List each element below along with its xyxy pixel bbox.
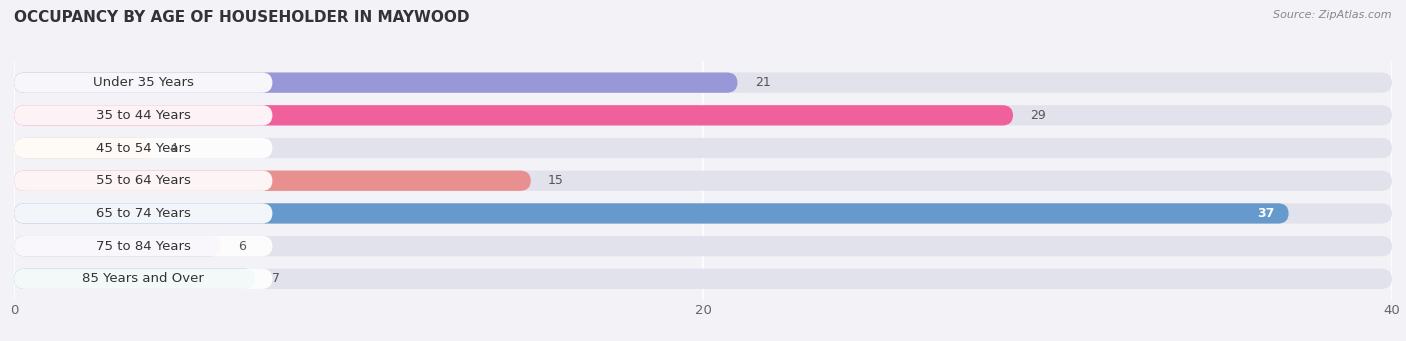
- FancyBboxPatch shape: [14, 269, 256, 289]
- Text: 7: 7: [273, 272, 280, 285]
- FancyBboxPatch shape: [14, 236, 1392, 256]
- Text: 37: 37: [1257, 207, 1275, 220]
- Text: 75 to 84 Years: 75 to 84 Years: [96, 240, 191, 253]
- Text: 65 to 74 Years: 65 to 74 Years: [96, 207, 191, 220]
- FancyBboxPatch shape: [14, 170, 273, 191]
- FancyBboxPatch shape: [14, 236, 221, 256]
- Text: 29: 29: [1031, 109, 1046, 122]
- FancyBboxPatch shape: [14, 203, 1392, 224]
- Text: 55 to 64 Years: 55 to 64 Years: [96, 174, 191, 187]
- Text: 6: 6: [238, 240, 246, 253]
- FancyBboxPatch shape: [14, 138, 1392, 158]
- FancyBboxPatch shape: [14, 73, 738, 93]
- FancyBboxPatch shape: [14, 73, 273, 93]
- FancyBboxPatch shape: [14, 105, 1012, 125]
- Text: Source: ZipAtlas.com: Source: ZipAtlas.com: [1274, 10, 1392, 20]
- FancyBboxPatch shape: [14, 138, 152, 158]
- Text: 85 Years and Over: 85 Years and Over: [83, 272, 204, 285]
- FancyBboxPatch shape: [14, 105, 1392, 125]
- FancyBboxPatch shape: [14, 73, 1392, 93]
- FancyBboxPatch shape: [14, 138, 273, 158]
- Text: 45 to 54 Years: 45 to 54 Years: [96, 142, 191, 154]
- FancyBboxPatch shape: [14, 269, 1392, 289]
- Text: 15: 15: [548, 174, 564, 187]
- Text: Under 35 Years: Under 35 Years: [93, 76, 194, 89]
- Text: OCCUPANCY BY AGE OF HOUSEHOLDER IN MAYWOOD: OCCUPANCY BY AGE OF HOUSEHOLDER IN MAYWO…: [14, 10, 470, 25]
- FancyBboxPatch shape: [14, 170, 531, 191]
- FancyBboxPatch shape: [14, 203, 1289, 224]
- FancyBboxPatch shape: [14, 203, 273, 224]
- Text: 4: 4: [169, 142, 177, 154]
- FancyBboxPatch shape: [14, 269, 273, 289]
- Text: 21: 21: [755, 76, 770, 89]
- Text: 35 to 44 Years: 35 to 44 Years: [96, 109, 191, 122]
- FancyBboxPatch shape: [14, 105, 273, 125]
- FancyBboxPatch shape: [14, 236, 273, 256]
- FancyBboxPatch shape: [14, 170, 1392, 191]
